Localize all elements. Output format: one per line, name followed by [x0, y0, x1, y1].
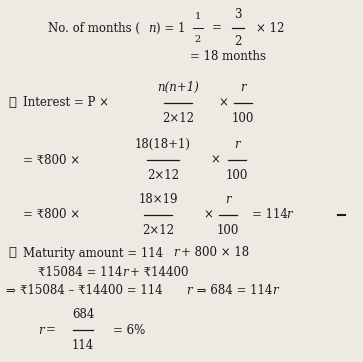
Text: 100: 100 — [232, 112, 254, 125]
Text: 3: 3 — [234, 8, 242, 21]
Text: 684: 684 — [72, 308, 94, 321]
Text: 2: 2 — [195, 34, 201, 43]
Text: r: r — [234, 138, 240, 151]
Text: × 12: × 12 — [256, 21, 284, 34]
Text: 18×19: 18×19 — [138, 193, 178, 206]
Text: = ₹800 ×: = ₹800 × — [23, 209, 80, 222]
Text: + ₹14400: + ₹14400 — [130, 265, 188, 278]
Text: ×: × — [203, 209, 213, 222]
Text: 100: 100 — [217, 224, 239, 237]
Text: 2×12: 2×12 — [147, 169, 179, 182]
Text: 100: 100 — [226, 169, 248, 182]
Text: = ₹800 ×: = ₹800 × — [23, 153, 80, 167]
Text: Maturity amount = 114: Maturity amount = 114 — [23, 247, 163, 260]
Text: Interest = P ×: Interest = P × — [23, 97, 109, 109]
Text: 114: 114 — [72, 339, 94, 352]
Text: r: r — [38, 324, 44, 337]
Text: n(n+1): n(n+1) — [157, 81, 199, 94]
Text: r: r — [186, 285, 192, 298]
Text: 18(18+1): 18(18+1) — [135, 138, 191, 151]
Text: ×: × — [218, 97, 228, 109]
Text: 2: 2 — [234, 34, 242, 47]
Text: r: r — [225, 193, 231, 206]
Text: ₹15084 – ₹14400 = 114: ₹15084 – ₹14400 = 114 — [20, 285, 163, 298]
Text: ⇒: ⇒ — [5, 285, 15, 298]
Text: r: r — [240, 81, 246, 94]
Text: ₹15084 = 114: ₹15084 = 114 — [38, 265, 122, 278]
Text: =: = — [46, 324, 56, 337]
Text: 1: 1 — [195, 12, 201, 21]
Text: + 800 × 18: + 800 × 18 — [181, 247, 249, 260]
Text: ∴: ∴ — [8, 97, 16, 109]
Text: 2×12: 2×12 — [142, 224, 174, 237]
Text: No. of months (: No. of months ( — [48, 21, 140, 34]
Text: ×: × — [210, 153, 220, 167]
Text: ) = 1: ) = 1 — [156, 21, 185, 34]
Text: ∴: ∴ — [8, 247, 16, 260]
Text: n: n — [148, 21, 156, 34]
Text: r: r — [272, 285, 278, 298]
Text: r: r — [122, 265, 128, 278]
Text: = 6%: = 6% — [113, 324, 145, 337]
Text: r: r — [286, 209, 291, 222]
Text: ⇒ 684 = 114: ⇒ 684 = 114 — [193, 285, 272, 298]
Text: =: = — [212, 21, 222, 34]
Text: = 18 months: = 18 months — [190, 51, 266, 63]
Text: 2×12: 2×12 — [162, 112, 194, 125]
Text: = 114: = 114 — [252, 209, 288, 222]
Text: r: r — [173, 247, 179, 260]
